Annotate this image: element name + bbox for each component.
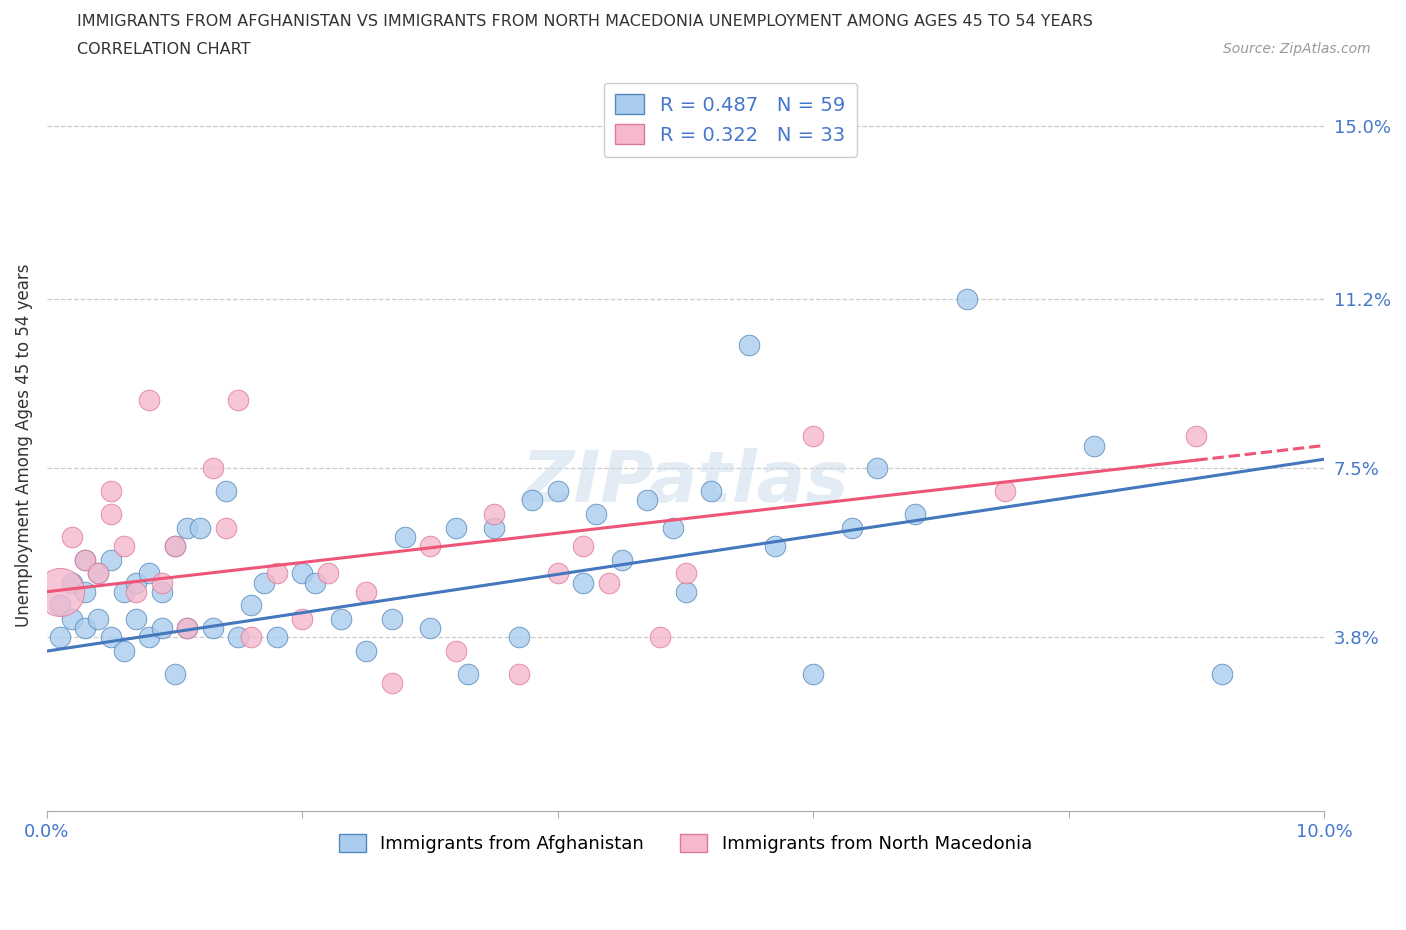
Point xyxy=(419,538,441,553)
Point xyxy=(215,520,238,535)
Point xyxy=(163,538,186,553)
Point xyxy=(457,667,479,682)
Point xyxy=(48,584,70,599)
Point xyxy=(700,484,723,498)
Point xyxy=(572,575,595,590)
Point xyxy=(291,612,314,627)
Point xyxy=(636,493,658,508)
Point xyxy=(48,598,70,613)
Point xyxy=(176,621,198,636)
Point xyxy=(228,392,250,407)
Point xyxy=(304,575,326,590)
Point xyxy=(125,584,148,599)
Point xyxy=(176,520,198,535)
Point xyxy=(801,429,824,444)
Point xyxy=(176,621,198,636)
Point xyxy=(354,644,377,658)
Point xyxy=(125,575,148,590)
Point xyxy=(215,484,238,498)
Point xyxy=(1211,667,1233,682)
Point xyxy=(1185,429,1208,444)
Point xyxy=(112,538,135,553)
Point xyxy=(547,566,569,581)
Point xyxy=(419,621,441,636)
Point xyxy=(610,552,633,567)
Point xyxy=(585,507,607,522)
Point xyxy=(508,667,530,682)
Text: ZIPatlas: ZIPatlas xyxy=(522,447,849,516)
Point xyxy=(522,493,544,508)
Point xyxy=(253,575,276,590)
Point xyxy=(354,584,377,599)
Point xyxy=(112,584,135,599)
Point xyxy=(598,575,620,590)
Point xyxy=(841,520,863,535)
Point xyxy=(75,552,97,567)
Point xyxy=(801,667,824,682)
Point xyxy=(150,621,173,636)
Point xyxy=(201,461,224,476)
Point xyxy=(100,552,122,567)
Point xyxy=(482,507,505,522)
Point xyxy=(163,667,186,682)
Point xyxy=(138,630,160,644)
Point xyxy=(763,538,786,553)
Point xyxy=(87,566,110,581)
Text: Source: ZipAtlas.com: Source: ZipAtlas.com xyxy=(1223,42,1371,56)
Point xyxy=(675,584,697,599)
Point xyxy=(138,392,160,407)
Point xyxy=(904,507,927,522)
Point xyxy=(381,675,404,690)
Point xyxy=(125,612,148,627)
Point xyxy=(150,575,173,590)
Point xyxy=(266,630,288,644)
Point xyxy=(201,621,224,636)
Point xyxy=(329,612,352,627)
Point xyxy=(112,644,135,658)
Point xyxy=(188,520,211,535)
Point xyxy=(738,338,761,352)
Point xyxy=(266,566,288,581)
Point xyxy=(547,484,569,498)
Point xyxy=(444,644,467,658)
Point xyxy=(75,584,97,599)
Text: IMMIGRANTS FROM AFGHANISTAN VS IMMIGRANTS FROM NORTH MACEDONIA UNEMPLOYMENT AMON: IMMIGRANTS FROM AFGHANISTAN VS IMMIGRANT… xyxy=(77,14,1094,29)
Point xyxy=(661,520,683,535)
Point xyxy=(87,612,110,627)
Point xyxy=(163,538,186,553)
Point xyxy=(866,461,889,476)
Point xyxy=(240,630,263,644)
Point xyxy=(444,520,467,535)
Point xyxy=(482,520,505,535)
Point xyxy=(75,552,97,567)
Point xyxy=(48,630,70,644)
Point xyxy=(955,292,977,307)
Point xyxy=(75,621,97,636)
Point xyxy=(100,484,122,498)
Point xyxy=(394,529,416,544)
Point xyxy=(228,630,250,644)
Point xyxy=(138,566,160,581)
Point xyxy=(62,575,84,590)
Point xyxy=(62,529,84,544)
Point xyxy=(291,566,314,581)
Point xyxy=(648,630,671,644)
Point xyxy=(381,612,404,627)
Point xyxy=(508,630,530,644)
Point xyxy=(572,538,595,553)
Point xyxy=(100,507,122,522)
Point xyxy=(87,566,110,581)
Point xyxy=(240,598,263,613)
Y-axis label: Unemployment Among Ages 45 to 54 years: Unemployment Among Ages 45 to 54 years xyxy=(15,264,32,627)
Point xyxy=(316,566,339,581)
Legend: Immigrants from Afghanistan, Immigrants from North Macedonia: Immigrants from Afghanistan, Immigrants … xyxy=(332,827,1039,860)
Point xyxy=(62,612,84,627)
Point xyxy=(1083,438,1105,453)
Point xyxy=(675,566,697,581)
Point xyxy=(100,630,122,644)
Point xyxy=(994,484,1017,498)
Point xyxy=(150,584,173,599)
Text: CORRELATION CHART: CORRELATION CHART xyxy=(77,42,250,57)
